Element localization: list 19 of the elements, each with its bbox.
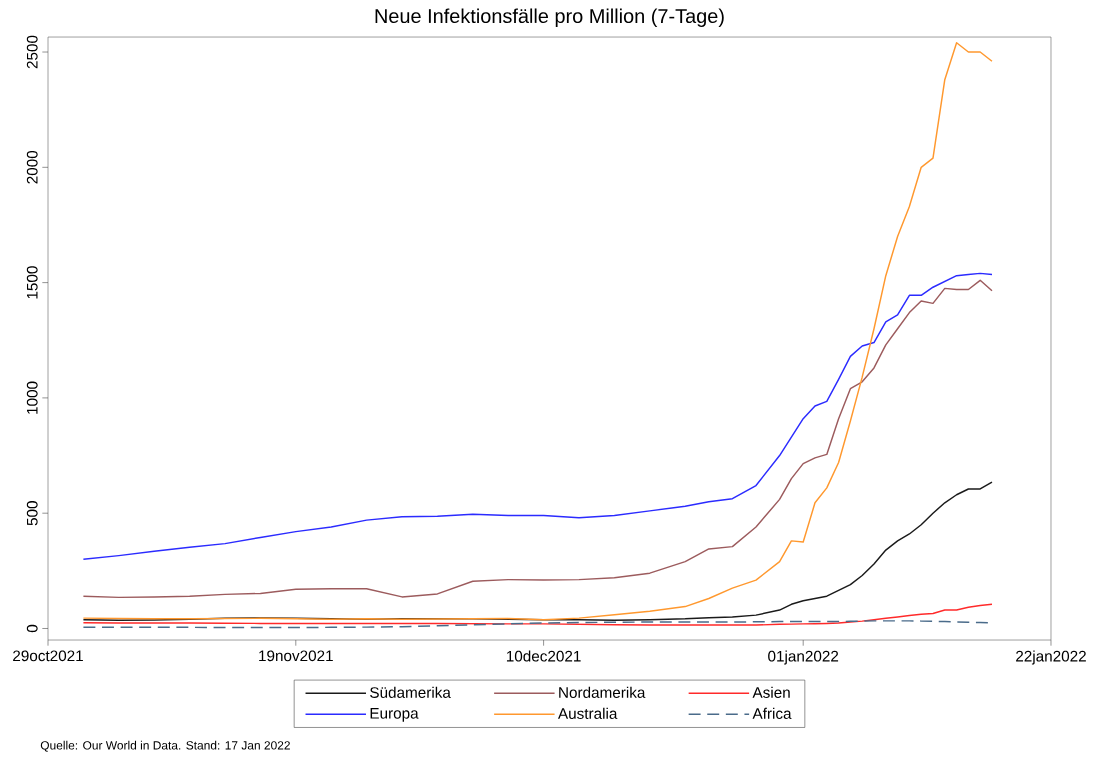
legend-label: Europa [370, 708, 419, 722]
y-tick-label: 2000 [26, 150, 38, 184]
chart-title: Neue Infektionsfälle pro Million (7-Tage) [375, 8, 724, 28]
legend-label: Südamerika [370, 686, 451, 698]
x-tick-label: 10dec2021 [506, 650, 581, 662]
x-tick-label: 22jan2022 [1016, 650, 1086, 665]
source-note: Quelle: Our World in Data. Stand: 17 Jan 2022 [40, 740, 290, 752]
y-tick-label: 1000 [26, 381, 38, 414]
y-tick-label: 2500 [26, 35, 38, 69]
y-tick-label: 0 [26, 624, 38, 633]
legend-label: Australia [557, 707, 618, 719]
x-tick-label: 29oct2021 [13, 650, 83, 662]
x-tick-label: 19nov2021 [259, 650, 333, 662]
legend-label: Asien [752, 686, 790, 698]
x-tick-label: 01jan2022 [768, 650, 839, 665]
legend-label: Africa [752, 707, 792, 719]
y-tick-label: 500 [26, 501, 38, 526]
y-tick-label: 1500 [26, 266, 38, 299]
legend-label: Nordamerika [559, 686, 646, 698]
